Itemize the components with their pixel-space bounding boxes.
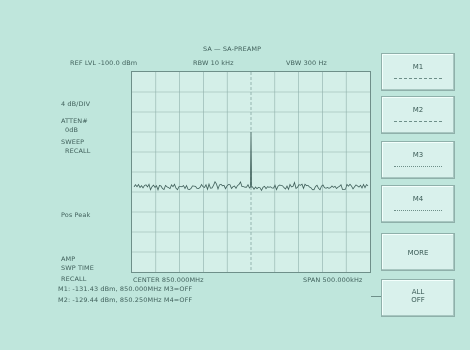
softkey-all-off[interactable]: ALL OFF (381, 279, 455, 317)
softkey-m2-line-sample (394, 121, 442, 122)
softkey-m1-line-sample (394, 78, 442, 79)
detector-label: Pos Peak (61, 211, 91, 219)
ref-level-readout: REF LVL -100.0 dBm (70, 59, 138, 67)
atten-value: 0dB (65, 126, 79, 134)
center-frequency: CENTER 850.000MHz (133, 276, 204, 284)
softkey-all-off-line2: OFF (411, 296, 425, 305)
sweep-recall-label: RECALL (65, 147, 91, 155)
span-readout: SPAN 500.000kHz (303, 276, 363, 284)
softkey-m1-label: M1 (412, 63, 424, 71)
softkey-more[interactable]: MORE (381, 233, 455, 271)
softkey-m1[interactable]: M1 (381, 53, 455, 91)
softkey-m2-label: M2 (412, 106, 424, 114)
spectrum-graticule (132, 72, 370, 272)
scale-label: 4 dB/DIV (61, 100, 91, 108)
softkey-all-off-label: ALL OFF (382, 288, 454, 305)
screen-title: SA — SA-PREAMP (203, 45, 262, 53)
softkey-m3-line-sample (394, 166, 442, 167)
swp-time-label: SWP TIME (61, 264, 94, 272)
vbw-readout: VBW 300 Hz (286, 59, 327, 67)
amp-label: AMP (61, 255, 76, 263)
softkey-m2[interactable]: M2 (381, 96, 455, 134)
softkey-m4[interactable]: M4 (381, 185, 455, 223)
spectrum-trace (133, 131, 369, 192)
marker-readout-1: M1: -131.43 dBm, 850.000MHz M3=OFF (58, 285, 193, 293)
spectrum-display (131, 71, 371, 273)
softkey-m4-line-sample (394, 210, 442, 211)
rbw-readout: RBW 10 kHz (193, 59, 234, 67)
atten-label: ATTEN# (61, 117, 88, 125)
recall-label: RECALL (61, 275, 87, 283)
softkey-more-label: MORE (407, 249, 429, 257)
softkey-m3[interactable]: M3 (381, 141, 455, 179)
softkey-all-off-line1: ALL (411, 288, 425, 296)
marker-readout-2: M2: -129.44 dBm, 850.250MHz M4=OFF (58, 296, 193, 304)
softkey-m3-label: M3 (412, 151, 424, 159)
sweep-label: SWEEP (61, 138, 85, 146)
softkey-m4-label: M4 (412, 195, 424, 203)
